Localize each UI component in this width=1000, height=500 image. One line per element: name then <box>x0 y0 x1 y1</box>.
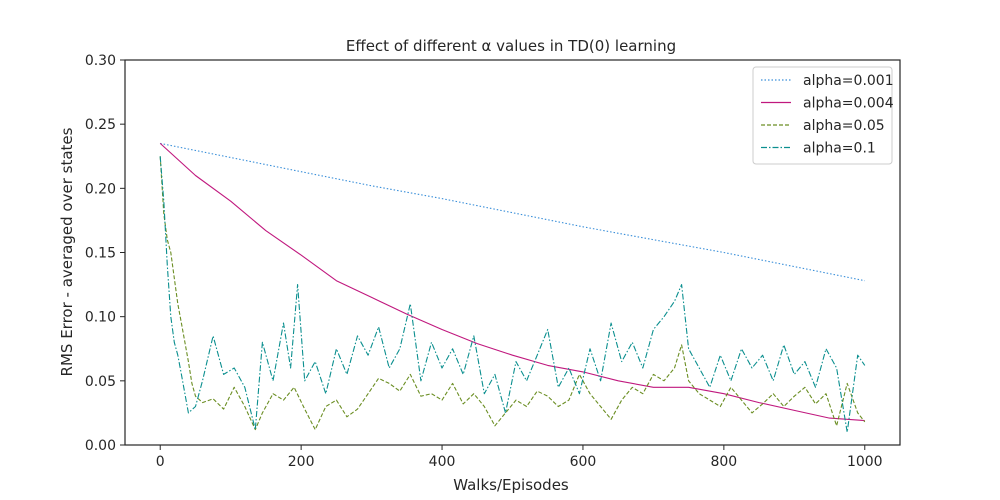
y-tick-label: 0.05 <box>85 374 116 390</box>
x-tick-label: 1000 <box>847 454 883 470</box>
legend-label-alpha-0-05: alpha=0.05 <box>803 118 885 134</box>
series-line-alpha-0-004 <box>159 142 865 422</box>
legend-label-alpha-0-001: alpha=0.001 <box>803 73 894 89</box>
plot-series <box>159 142 866 433</box>
y-tick-label: 0.20 <box>85 181 116 197</box>
x-tick-label: 200 <box>288 454 315 470</box>
x-axis-ticks: 0 200 400 600 800 1000 <box>156 445 883 470</box>
y-tick-label: 0.15 <box>85 246 116 262</box>
x-tick-label: 400 <box>429 454 456 470</box>
y-tick-label: 0.00 <box>85 438 116 454</box>
x-tick-label: 0 <box>156 454 165 470</box>
y-tick-label: 0.25 <box>85 117 116 133</box>
x-tick-label: 600 <box>570 454 597 470</box>
chart-title: Effect of different α values in TD(0) le… <box>346 37 676 55</box>
series-line-alpha-0-1 <box>159 156 866 433</box>
x-tick-label: 800 <box>710 454 737 470</box>
series-line-alpha-0-05 <box>159 156 866 431</box>
y-axis-ticks: 0.00 0.05 0.10 0.15 0.20 0.25 0.30 <box>85 53 125 454</box>
y-axis-label: RMS Error - averaged over states <box>58 127 76 376</box>
legend-label-alpha-0-1: alpha=0.1 <box>803 141 876 157</box>
y-tick-label: 0.10 <box>85 310 116 326</box>
y-tick-label: 0.30 <box>85 53 116 69</box>
series-line-alpha-0-001 <box>160 142 865 282</box>
x-axis-label: Walks/Episodes <box>453 476 569 494</box>
legend-box <box>752 66 893 165</box>
legend-label-alpha-0-004: alpha=0.004 <box>803 96 894 112</box>
legend: alpha=0.001 alpha=0.004 alpha=0.05 alpha=0.… <box>752 66 894 165</box>
